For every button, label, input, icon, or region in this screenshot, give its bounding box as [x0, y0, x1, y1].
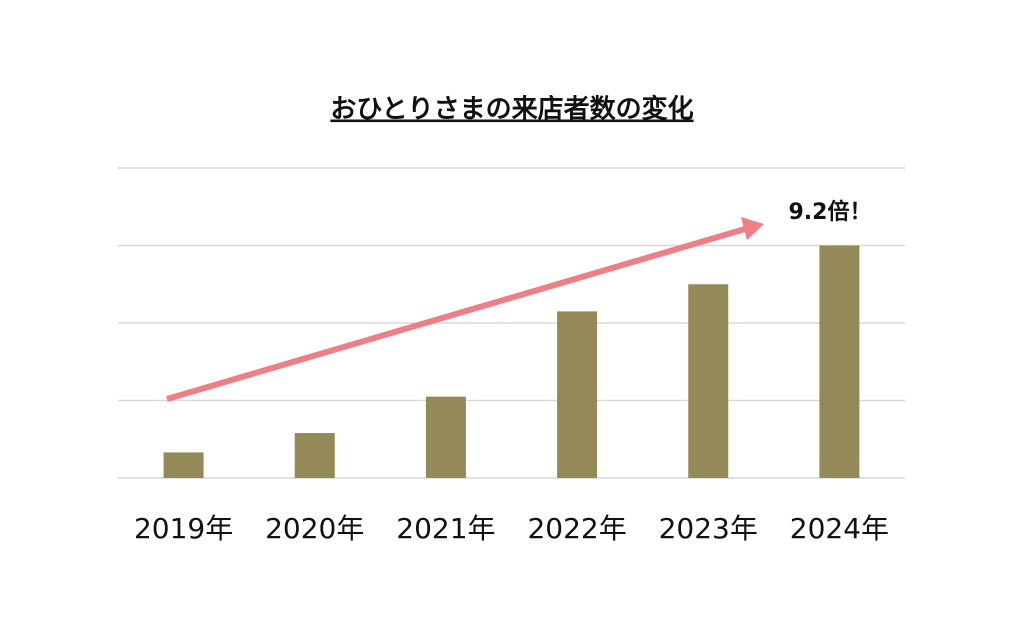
bar — [294, 433, 335, 478]
x-tick-label: 2023年 — [659, 512, 758, 545]
bars — [163, 245, 860, 478]
x-tick-label: 2024年 — [790, 512, 889, 545]
bar — [425, 396, 466, 478]
annotation: 9.2倍！ — [789, 199, 872, 225]
bar — [163, 452, 204, 478]
chart-title: おひとりさまの来店者数の変化 — [330, 94, 693, 125]
grid — [118, 167, 905, 479]
arrow-head — [741, 217, 764, 240]
x-tick-label: 2021年 — [396, 512, 495, 545]
x-tick-label: 2022年 — [527, 512, 626, 545]
bar — [557, 311, 598, 478]
bar — [819, 245, 860, 478]
x-tick-label: 2019年 — [134, 512, 233, 545]
x-tick-label: 2020年 — [265, 512, 364, 545]
trend-arrow — [166, 226, 746, 402]
bar — [688, 284, 729, 478]
